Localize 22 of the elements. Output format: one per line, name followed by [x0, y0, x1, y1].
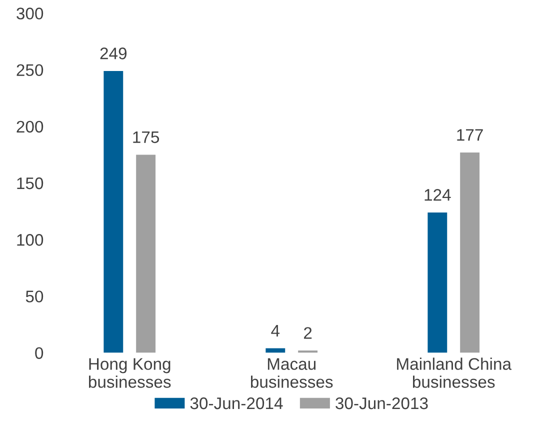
legend-label: 30-Jun-2013: [336, 397, 428, 410]
y-tick-label: 150: [17, 177, 44, 190]
bar: [104, 70, 124, 353]
y-tick-label: 0: [35, 347, 44, 360]
x-tick-label: Mainland China businesses: [397, 358, 512, 388]
y-tick-label: 200: [16, 120, 44, 133]
data-label: 175: [133, 131, 160, 144]
data-label: 124: [424, 189, 451, 201]
y-tick-label: 100: [17, 234, 44, 246]
data-label: 2: [304, 327, 312, 339]
y-tick-label: 300: [16, 8, 44, 20]
bar: [136, 154, 156, 353]
bar: [460, 152, 480, 353]
data-label: 4: [271, 325, 280, 336]
bar: [428, 212, 448, 353]
y-tick-label: 250: [16, 64, 44, 76]
data-label: 249: [100, 48, 127, 60]
data-label: 177: [457, 129, 483, 141]
legend-label: 30-Jun-2014: [190, 397, 283, 410]
x-tick-label: Hong Kong businesses: [88, 358, 171, 388]
y-tick-label: 50: [26, 290, 44, 302]
x-tick-label: Macau businesses: [250, 358, 333, 388]
